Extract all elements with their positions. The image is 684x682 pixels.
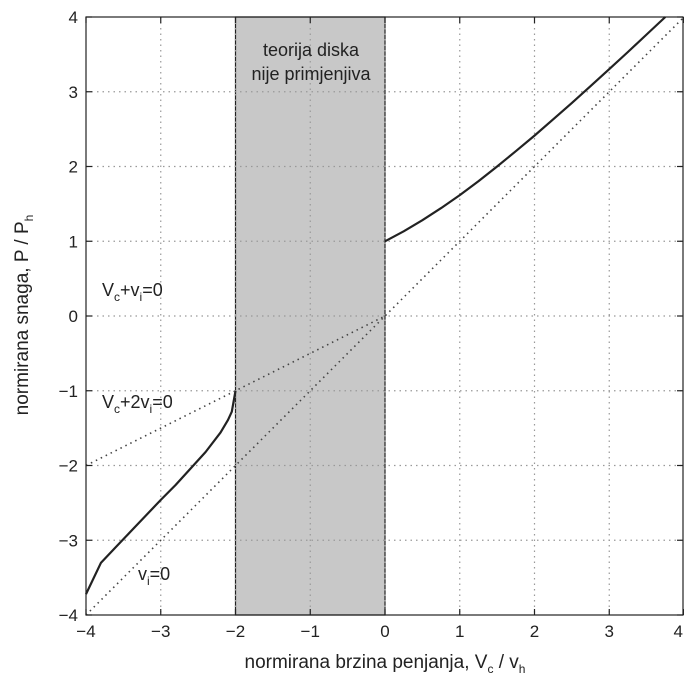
series-line-0	[384, 16, 667, 243]
series-line-3	[85, 315, 386, 467]
y-tick-label: 1	[69, 232, 78, 251]
annotation-vc-plus-2vi: Vc+2vi=0	[102, 392, 173, 416]
x-tick-label: 1	[455, 622, 464, 641]
x-axis-label: normirana brzina penjanja, Vc / vh	[245, 652, 526, 676]
y-tick-label: −1	[59, 382, 78, 401]
shade-label-line2: nije primjenjiva	[251, 64, 371, 84]
x-tick-label: 2	[530, 622, 539, 641]
x-tick-label: 3	[605, 622, 614, 641]
x-tick-label: 4	[674, 622, 683, 641]
y-tick-label: 3	[69, 83, 78, 102]
y-tick-label: −3	[59, 531, 78, 550]
series-group	[85, 16, 684, 616]
grid	[86, 17, 684, 615]
annotation-vc-plus-vi: Vc+vi=0	[102, 280, 163, 304]
annotation-vi-zero: vi=0	[138, 564, 170, 588]
x-tick-label: 0	[380, 622, 389, 641]
y-axis-label: normirana snaga, P / Ph	[12, 215, 36, 416]
y-tick-label: −4	[59, 606, 78, 625]
x-tick-label: −4	[76, 622, 95, 641]
y-tick-label: −2	[59, 457, 78, 476]
shade-label-line1: teorija diska	[263, 40, 360, 60]
x-tick-label: −3	[151, 622, 170, 641]
ticks: −4 −3 −2 −1 0 1 2 3 4 −4 −3 −2 −1 0 1 2 3 4	[59, 8, 684, 641]
y-tick-label: 4	[69, 8, 78, 27]
series-line-2	[85, 16, 684, 616]
series-line-1	[85, 390, 237, 595]
y-tick-label: 0	[69, 307, 78, 326]
x-tick-label: −2	[226, 622, 245, 641]
x-tick-label: −1	[301, 622, 320, 641]
y-tick-label: 2	[69, 158, 78, 177]
